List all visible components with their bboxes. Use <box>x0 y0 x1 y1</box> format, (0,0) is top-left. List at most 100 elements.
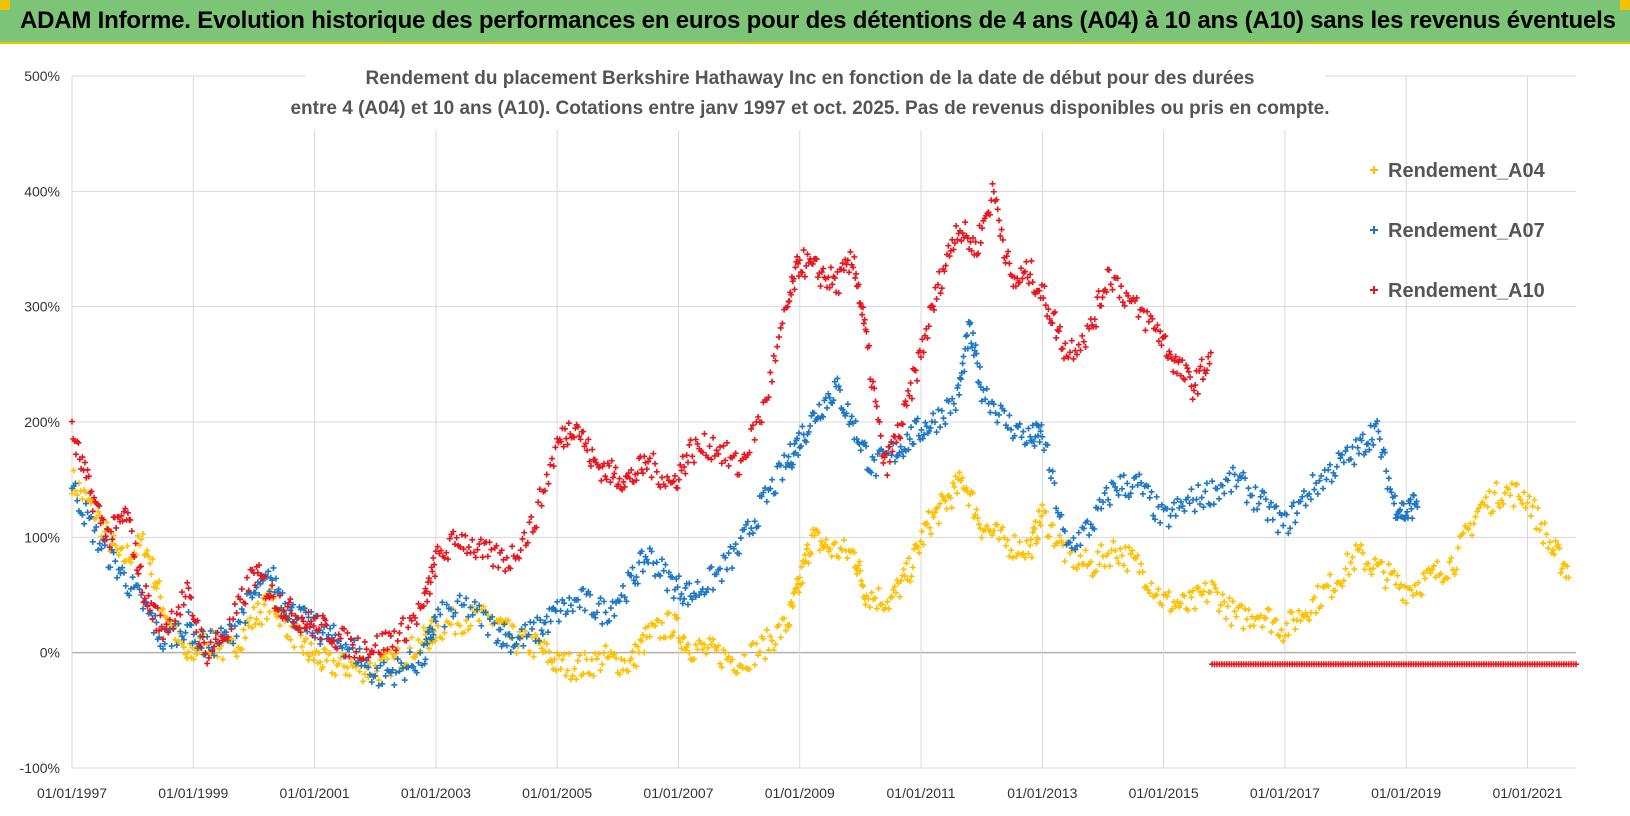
x-tick-label: 01/01/2021 <box>1492 785 1562 801</box>
point-rendement-a04 <box>1302 609 1309 616</box>
point-rendement-a10 <box>224 633 231 640</box>
point-rendement-a07 <box>1365 440 1372 447</box>
point-rendement-a07 <box>829 400 836 407</box>
point-rendement-a04 <box>1531 496 1538 503</box>
x-tick-label: 01/01/2017 <box>1250 785 1320 801</box>
point-rendement-a07 <box>454 598 461 605</box>
point-rendement-a07 <box>1299 493 1306 500</box>
point-rendement-a04 <box>182 651 189 658</box>
point-rendement-a10 <box>1171 357 1178 364</box>
point-rendement-a10 <box>899 421 906 428</box>
point-rendement-a10 <box>163 621 170 628</box>
point-rendement-a07 <box>1058 511 1065 518</box>
point-rendement-a04 <box>694 646 701 653</box>
point-rendement-a07 <box>81 520 88 527</box>
point-rendement-a07 <box>1264 517 1271 524</box>
chart-marks <box>69 180 1579 689</box>
point-rendement-a10 <box>847 248 854 255</box>
point-rendement-a10 <box>999 236 1006 243</box>
point-rendement-a04 <box>1486 488 1493 495</box>
point-rendement-a10 <box>426 590 433 597</box>
point-rendement-a10 <box>398 620 405 627</box>
point-rendement-a04 <box>1491 489 1498 496</box>
point-rendement-a10 <box>1080 338 1087 345</box>
point-rendement-a10 <box>113 524 120 531</box>
point-rendement-a04 <box>1077 552 1084 559</box>
point-rendement-a10 <box>813 256 820 263</box>
point-rendement-a04 <box>1008 547 1015 554</box>
point-rendement-a07 <box>231 623 238 630</box>
point-rendement-a07 <box>947 410 954 417</box>
point-rendement-a07 <box>1325 466 1332 473</box>
point-rendement-a07 <box>1240 469 1247 476</box>
point-rendement-a10 <box>1167 351 1174 358</box>
point-rendement-a04 <box>629 648 636 655</box>
point-rendement-a07 <box>689 596 696 603</box>
point-rendement-a10 <box>681 463 688 470</box>
point-rendement-a07 <box>1025 425 1032 432</box>
point-rendement-a04 <box>823 536 830 543</box>
point-rendement-a07 <box>266 588 273 595</box>
point-rendement-a04 <box>711 643 718 650</box>
point-rendement-a10 <box>708 456 715 463</box>
point-rendement-a04 <box>1415 579 1422 586</box>
point-rendement-a07 <box>1228 488 1235 495</box>
point-rendement-a04 <box>327 649 334 656</box>
point-rendement-a04 <box>1507 492 1514 499</box>
point-rendement-a10 <box>500 556 507 563</box>
point-rendement-a10 <box>493 542 500 549</box>
point-rendement-a07 <box>1387 486 1394 493</box>
point-rendement-a04 <box>1297 617 1304 624</box>
point-rendement-a04 <box>1398 581 1404 588</box>
point-rendement-a10 <box>135 570 142 577</box>
point-rendement-a04 <box>859 583 866 590</box>
point-rendement-a07 <box>699 585 706 592</box>
point-rendement-a10 <box>1022 268 1028 275</box>
point-rendement-a04 <box>957 477 964 484</box>
point-rendement-a10 <box>1107 281 1114 288</box>
point-rendement-a10 <box>462 532 469 539</box>
point-rendement-a07 <box>623 598 630 605</box>
point-rendement-a07 <box>985 400 992 407</box>
point-rendement-a07 <box>634 580 641 587</box>
x-tick-label: 01/01/2009 <box>765 785 835 801</box>
point-rendement-a04 <box>1422 575 1429 582</box>
point-rendement-a10 <box>641 453 648 460</box>
point-rendement-a04 <box>902 572 909 579</box>
point-rendement-a10 <box>739 456 746 463</box>
point-rendement-a07 <box>592 614 599 621</box>
point-rendement-a04 <box>1023 537 1030 544</box>
point-rendement-a10 <box>156 627 163 634</box>
point-rendement-a04 <box>915 544 921 551</box>
point-rendement-a07 <box>1307 496 1314 503</box>
point-rendement-a10 <box>1157 328 1164 335</box>
point-rendement-a07 <box>173 642 180 649</box>
legend-label: Rendement_A07 <box>1388 220 1545 242</box>
point-rendement-a07 <box>377 662 384 669</box>
point-rendement-a07 <box>1150 512 1157 519</box>
point-rendement-a10 <box>69 418 75 425</box>
point-rendement-a10 <box>1077 347 1084 354</box>
point-rendement-a04 <box>1385 561 1392 568</box>
point-rendement-a07 <box>653 559 660 566</box>
point-rendement-a10 <box>602 473 609 480</box>
point-rendement-a04 <box>1229 598 1236 605</box>
point-rendement-a07 <box>1127 490 1134 497</box>
point-rendement-a10 <box>933 296 940 303</box>
point-rendement-a07 <box>425 628 432 635</box>
point-rendement-a04 <box>710 636 717 643</box>
point-rendement-a07 <box>1245 485 1252 492</box>
point-rendement-a10 <box>1203 367 1210 374</box>
point-rendement-a10 <box>796 257 803 264</box>
x-tick-label: 01/01/2015 <box>1129 785 1199 801</box>
point-rendement-a07 <box>871 456 878 463</box>
point-rendement-a04 <box>1015 550 1022 557</box>
point-rendement-a07 <box>933 429 940 436</box>
point-rendement-a10 <box>1190 387 1197 394</box>
point-rendement-a10 <box>950 246 957 253</box>
point-rendement-a04 <box>463 617 470 624</box>
point-rendement-a04 <box>1089 572 1096 579</box>
point-rendement-a10 <box>1194 390 1201 397</box>
point-rendement-a10 <box>886 458 893 465</box>
point-rendement-a04 <box>509 622 516 629</box>
